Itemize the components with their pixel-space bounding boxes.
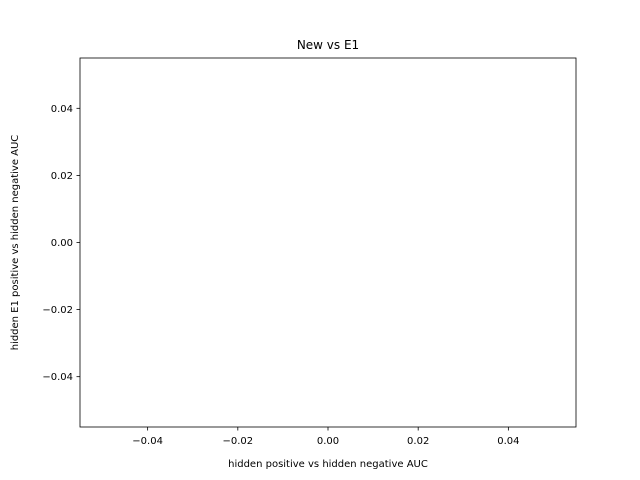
x-tick-label: −0.02 xyxy=(222,436,253,447)
x-axis-ticks: −0.04 −0.02 0.00 0.02 0.04 xyxy=(132,427,519,447)
y-tick-label: −0.04 xyxy=(42,372,73,383)
x-tick-label: 0.04 xyxy=(497,436,519,447)
x-tick-label: −0.04 xyxy=(132,436,163,447)
y-tick-label: 0.00 xyxy=(51,238,73,249)
y-tick-label: 0.04 xyxy=(51,104,73,115)
y-axis-label: hidden E1 positive vs hidden negative AU… xyxy=(10,135,21,351)
x-tick-label: 0.02 xyxy=(407,436,429,447)
y-axis-ticks: −0.04 −0.02 0.00 0.02 0.04 xyxy=(42,104,80,383)
y-tick-label: 0.02 xyxy=(51,171,73,182)
plot-area xyxy=(79,57,577,428)
x-tick-label: 0.00 xyxy=(317,436,339,447)
chart-title: New vs E1 xyxy=(297,38,359,52)
x-axis-label: hidden positive vs hidden negative AUC xyxy=(228,459,428,470)
y-tick-label: −0.02 xyxy=(42,305,73,316)
